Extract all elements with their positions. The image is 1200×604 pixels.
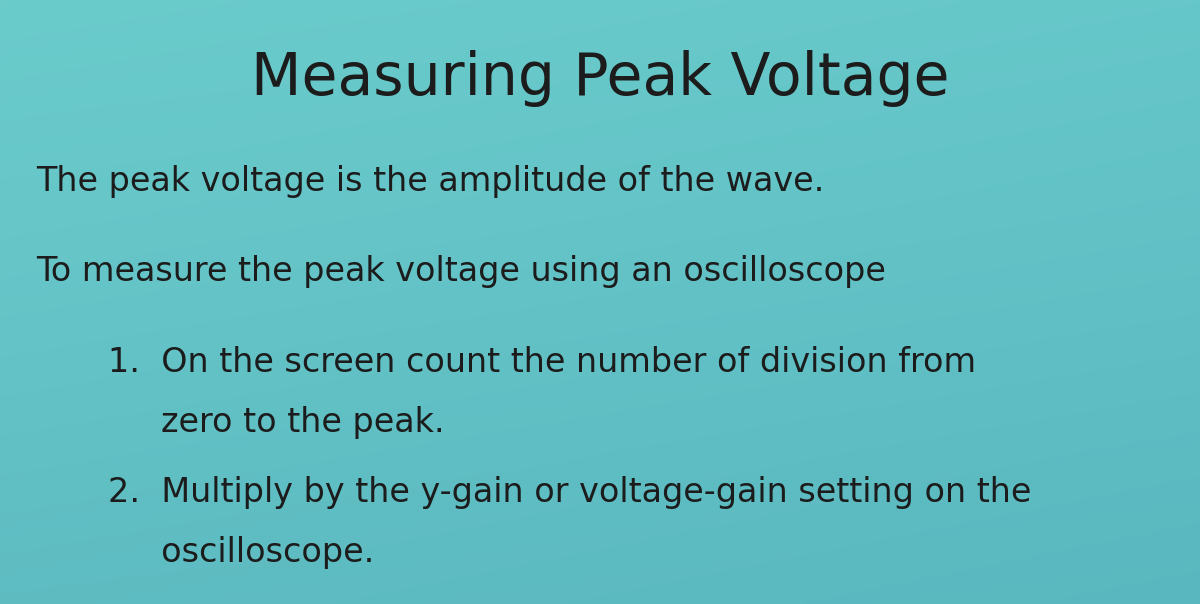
Text: The peak voltage is the amplitude of the wave.: The peak voltage is the amplitude of the…: [36, 165, 824, 198]
Text: oscilloscope.: oscilloscope.: [108, 536, 374, 569]
Text: 2.  Multiply by the y-gain or voltage-gain setting on the: 2. Multiply by the y-gain or voltage-gai…: [108, 476, 1031, 509]
Text: zero to the peak.: zero to the peak.: [108, 406, 445, 439]
Text: To measure the peak voltage using an oscilloscope: To measure the peak voltage using an osc…: [36, 255, 886, 288]
Text: Measuring Peak Voltage: Measuring Peak Voltage: [251, 50, 949, 107]
Text: 1.  On the screen count the number of division from: 1. On the screen count the number of div…: [108, 346, 976, 379]
